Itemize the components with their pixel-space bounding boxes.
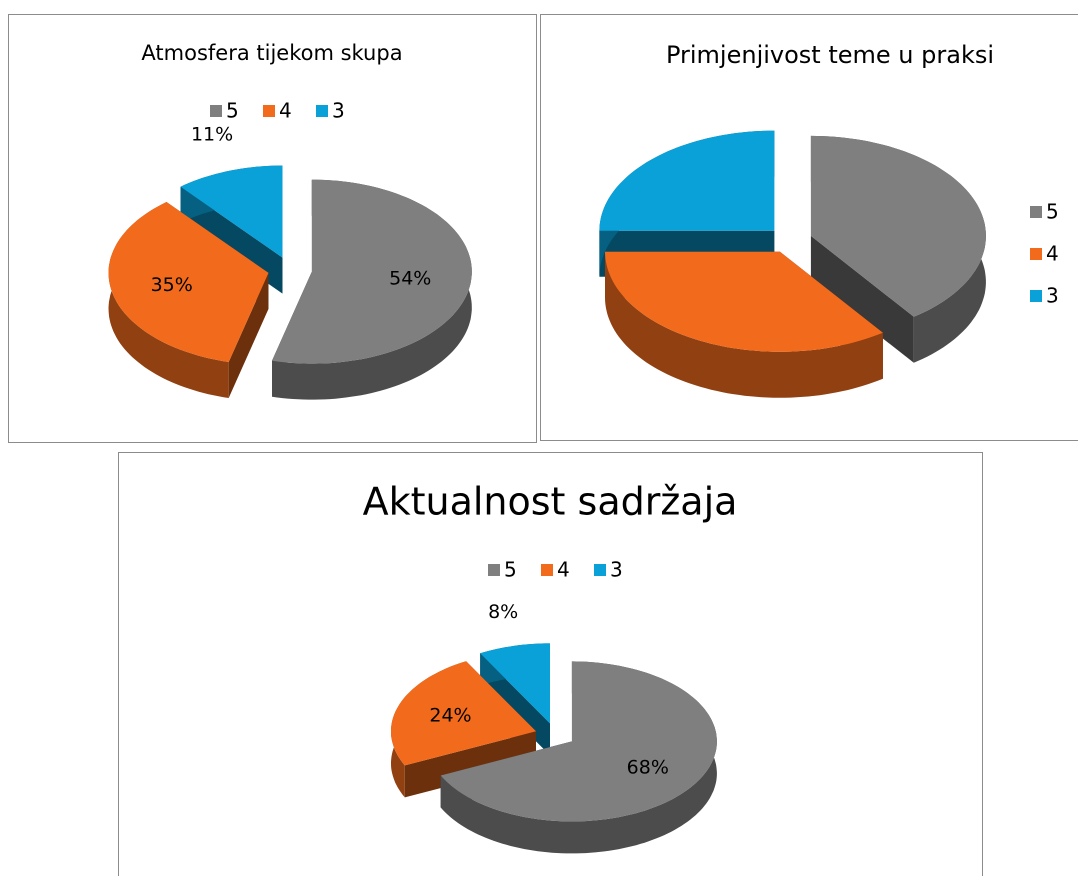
data-label: 35% <box>151 274 193 296</box>
legend-swatch <box>488 564 500 576</box>
legend-label: 5 <box>504 558 517 582</box>
legend-swatch <box>1030 206 1042 218</box>
legend-label: 3 <box>332 99 345 123</box>
chart-title: Atmosfera tijekom skupa <box>141 41 402 65</box>
data-label: 68% <box>627 757 669 779</box>
legend-swatch <box>263 105 275 117</box>
legend-swatch <box>1030 248 1042 260</box>
chart-title: Primjenjivost teme u praksi <box>666 41 994 69</box>
pie-slice <box>440 661 717 822</box>
pie-slice <box>810 135 986 317</box>
chart-title: Aktualnost sadržaja <box>363 480 738 524</box>
data-label: 8% <box>488 601 518 623</box>
pie-slice <box>272 179 472 364</box>
legend-label: 5 <box>226 99 239 123</box>
data-label: 24% <box>429 704 471 726</box>
legend-label: 4 <box>557 558 570 582</box>
data-label: 11% <box>191 124 233 146</box>
pie-slice <box>480 643 550 724</box>
legend-label: 3 <box>610 558 623 582</box>
pie-side <box>605 251 883 398</box>
legend-label: 4 <box>1046 242 1059 266</box>
pie-wall <box>404 731 536 798</box>
legend-swatch <box>210 105 222 117</box>
legend-swatch <box>1030 290 1042 302</box>
pie-slice <box>391 661 536 766</box>
legend-label: 5 <box>1046 200 1059 224</box>
pie-wall <box>228 272 269 398</box>
pie-slice <box>180 165 283 258</box>
legend-label: 3 <box>1046 284 1059 308</box>
pie-wall <box>810 235 914 363</box>
legend-label: 4 <box>279 99 292 123</box>
data-label: 54% <box>389 267 431 289</box>
pie-slice <box>108 202 269 362</box>
legend-swatch <box>594 564 606 576</box>
legend-swatch <box>316 105 328 117</box>
legend-swatch <box>541 564 553 576</box>
pie-slice <box>605 251 883 352</box>
pie-slice <box>599 130 775 231</box>
